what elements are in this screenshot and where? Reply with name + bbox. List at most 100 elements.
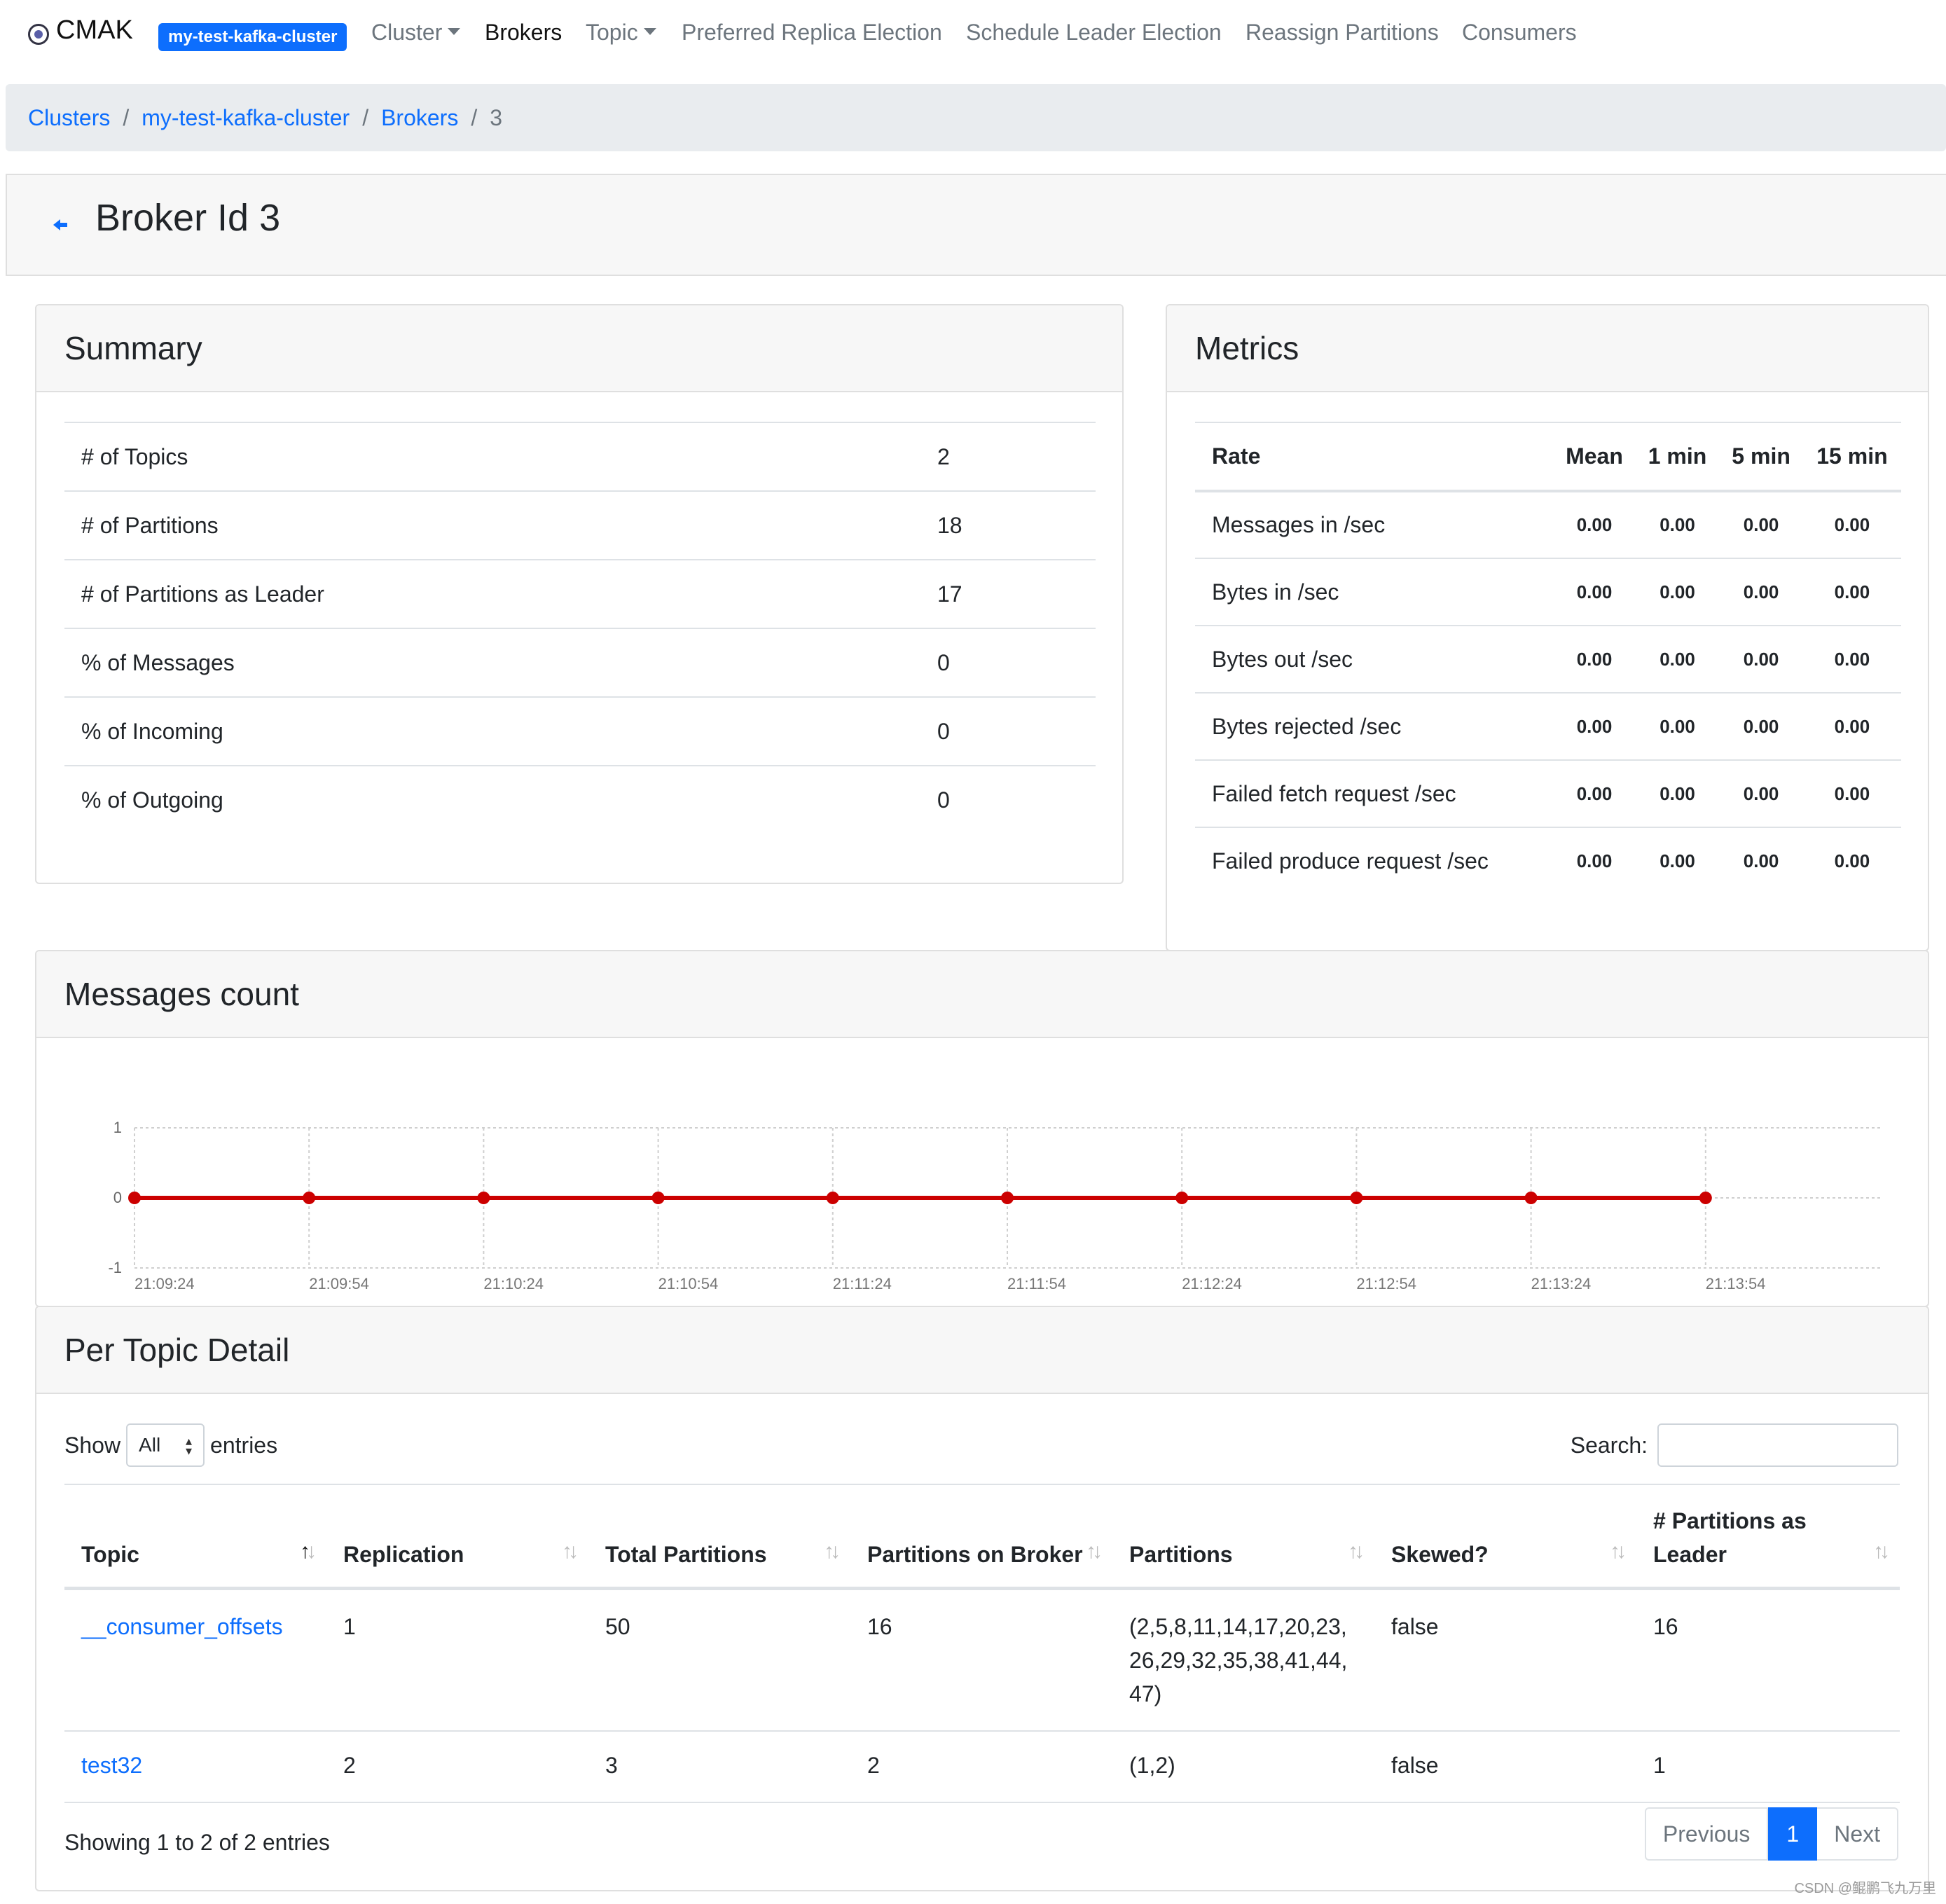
cluster-badge[interactable]: my-test-kafka-cluster: [158, 23, 347, 51]
summary-card-header: Summary: [36, 305, 1122, 392]
nav-preferred-replica-election[interactable]: Preferred Replica Election: [682, 20, 942, 45]
search-label: Search:: [1570, 1432, 1648, 1458]
table-info: Showing 1 to 2 of 2 entries: [64, 1830, 330, 1855]
pagination-next[interactable]: Next: [1817, 1807, 1898, 1861]
col-topic[interactable]: Topic ↑↓: [64, 1484, 326, 1590]
nav-consumers[interactable]: Consumers: [1462, 20, 1577, 45]
col-partitions-on-broker-label: Partitions on Broker: [867, 1541, 1083, 1567]
arrow-left-icon[interactable]: [52, 216, 70, 234]
metric-rate: Messages in /sec: [1195, 490, 1554, 558]
x-tick-label: 21:12:24: [1182, 1275, 1242, 1292]
col-replication[interactable]: Replication ↑↓: [326, 1484, 588, 1590]
data-point: [303, 1192, 316, 1204]
table-row: Failed fetch request /sec 0.00 0.00 0.00 0.0…: [1195, 759, 1901, 827]
summary-label: # of Partitions: [64, 490, 920, 560]
topic-link[interactable]: __consumer_offsets: [81, 1613, 283, 1639]
x-tick-label: 21:13:24: [1531, 1275, 1592, 1292]
summary-label: % of Messages: [64, 628, 920, 697]
pagination: Previous 1 Next: [1644, 1807, 1898, 1861]
x-tick-label: 21:11:24: [833, 1275, 892, 1292]
replication-value: 2: [326, 1730, 588, 1803]
topic-link[interactable]: test32: [81, 1752, 143, 1778]
messages-count-chart: 1 0 -1 21:09:24 21:09:54 21:10:24 21:10:54 21:1…: [108, 1119, 1882, 1292]
nav-brokers[interactable]: Brokers: [485, 20, 563, 45]
select-arrows-icon: ▴ ▾: [186, 1434, 193, 1458]
search-input[interactable]: [1657, 1423, 1898, 1467]
watermark: CSDN @鲲鹏飞九万里: [1794, 1881, 1936, 1896]
summary-value: 18: [920, 490, 1096, 560]
sort-ascending-icon: ↑↓: [300, 1539, 317, 1563]
breadcrumb-separator: /: [362, 104, 369, 130]
nav-topic[interactable]: Topic: [586, 20, 656, 46]
col-skewed[interactable]: Skewed? ↑↓: [1374, 1484, 1636, 1590]
metric-5min: 0.00: [1719, 558, 1803, 626]
metric-mean: 0.00: [1553, 827, 1636, 895]
metric-rate: Bytes rejected /sec: [1195, 692, 1554, 760]
metric-mean: 0.00: [1553, 625, 1636, 693]
table-row: __consumer_offsets 1 50 16 (2,5,8,11,14,…: [64, 1588, 1900, 1732]
per-topic-header: Per Topic Detail: [36, 1307, 1928, 1394]
skewed-value: false: [1374, 1588, 1636, 1732]
data-point: [1699, 1192, 1712, 1204]
table-row: Messages in /sec 0.00 0.00 0.00 0.00: [1195, 490, 1901, 558]
metric-5min: 0.00: [1719, 625, 1803, 693]
pagination-previous[interactable]: Previous: [1644, 1807, 1769, 1861]
table-row: % of Messages 0: [64, 628, 1096, 697]
cmak-logo-icon: [28, 23, 49, 45]
partitions-as-leader-value: 16: [1636, 1588, 1900, 1732]
metric-mean: 0.00: [1553, 759, 1636, 827]
metric-15min: 0.00: [1802, 558, 1901, 626]
summary-title: Summary: [64, 330, 202, 366]
brand[interactable]: CMAK: [28, 15, 133, 46]
nav-schedule-leader-election[interactable]: Schedule Leader Election: [966, 20, 1222, 45]
chevron-down-icon: [643, 27, 656, 35]
chevron-down-icon: [448, 27, 461, 35]
table-row: % of Incoming 0: [64, 696, 1096, 766]
partitions-as-leader-value: 1: [1636, 1730, 1900, 1803]
breadcrumb: Clusters / my-test-kafka-cluster / Broke…: [6, 84, 1946, 151]
metric-1min: 0.00: [1635, 827, 1720, 895]
summary-label: # of Partitions as Leader: [64, 559, 920, 628]
col-partitions-on-broker[interactable]: Partitions on Broker ↑↓: [850, 1484, 1112, 1590]
metric-5min: 0.00: [1719, 692, 1803, 760]
nav-cluster-label: Cluster: [371, 20, 443, 45]
x-tick-label: 21:10:54: [658, 1275, 719, 1292]
col-partitions-as-leader[interactable]: # Partitions as Leader ↑↓: [1636, 1484, 1900, 1590]
table-row: # of Partitions 18: [64, 490, 1096, 560]
partitions-on-broker-value: 16: [850, 1588, 1112, 1732]
col-partitions[interactable]: Partitions ↑↓: [1112, 1484, 1374, 1590]
col-total-partitions[interactable]: Total Partitions ↑↓: [588, 1484, 850, 1590]
page-title: Broker Id 3: [95, 197, 281, 239]
table-row: # of Topics 2: [64, 422, 1096, 491]
data-point: [477, 1192, 490, 1204]
y-tick-label: 1: [113, 1119, 122, 1136]
y-tick-label: -1: [108, 1259, 122, 1276]
table-row: test32 2 3 2 (1,2) false 1: [64, 1730, 1900, 1803]
data-point: [651, 1192, 665, 1204]
show-label: Show: [64, 1432, 121, 1458]
metric-rate: Failed fetch request /sec: [1195, 759, 1554, 827]
breadcrumb-cluster[interactable]: my-test-kafka-cluster: [142, 104, 350, 130]
metric-1min: 0.00: [1635, 759, 1720, 827]
nav-cluster[interactable]: Cluster: [371, 20, 461, 46]
pagination-page[interactable]: 1: [1768, 1807, 1818, 1861]
metric-mean: 0.00: [1553, 692, 1636, 760]
data-point: [1175, 1192, 1189, 1204]
total-partitions-value: 50: [588, 1588, 850, 1732]
data-point: [1350, 1192, 1363, 1204]
nav-reassign-partitions[interactable]: Reassign Partitions: [1245, 20, 1439, 45]
metric-5min: 0.00: [1719, 759, 1803, 827]
sort-icon: ↑↓: [1348, 1539, 1365, 1563]
data-point: [128, 1192, 141, 1204]
summary-label: % of Outgoing: [64, 765, 920, 834]
table-row: Bytes out /sec 0.00 0.00 0.00 0.00: [1195, 625, 1901, 693]
total-partitions-value: 3: [588, 1730, 850, 1803]
metric-rate: Bytes out /sec: [1195, 625, 1554, 693]
summary-value: 2: [920, 422, 1096, 491]
metric-mean: 0.00: [1553, 490, 1636, 558]
metric-1min: 0.00: [1635, 692, 1720, 760]
breadcrumb-brokers[interactable]: Brokers: [381, 104, 459, 130]
summary-label: % of Incoming: [64, 696, 920, 766]
breadcrumb-clusters[interactable]: Clusters: [28, 104, 111, 130]
entries-length-select[interactable]: All ▴ ▾: [126, 1423, 205, 1467]
